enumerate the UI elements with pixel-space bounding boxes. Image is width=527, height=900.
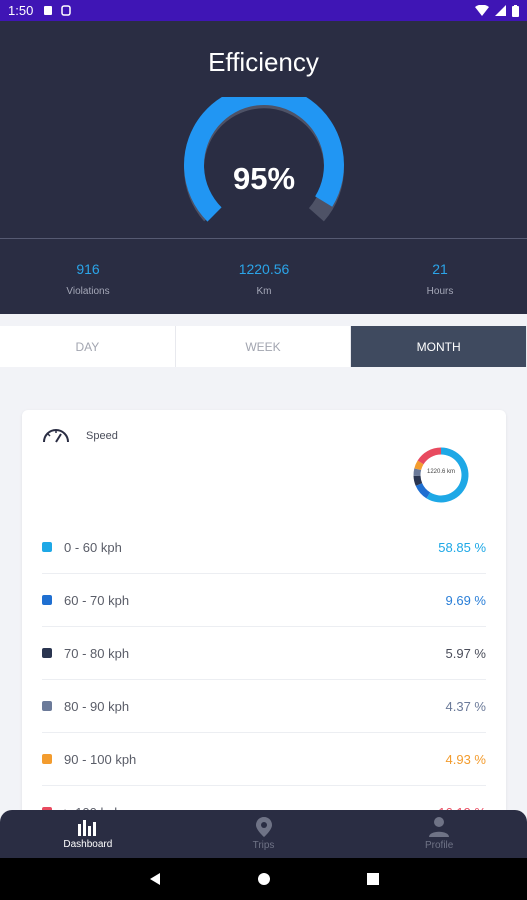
status-bar: 1:50 bbox=[0, 0, 527, 21]
stat-violations: 916 Violations bbox=[0, 261, 176, 297]
list-item: 90 - 100 kph 4.93 % bbox=[42, 733, 486, 786]
speed-range-label: 90 - 100 kph bbox=[64, 751, 137, 767]
speed-percentage: 9.69 % bbox=[445, 592, 486, 608]
tab-month[interactable]: MONTH bbox=[351, 326, 527, 367]
donut-segment bbox=[414, 460, 424, 471]
efficiency-title: Efficiency bbox=[208, 47, 319, 77]
hero-divider bbox=[0, 238, 527, 239]
speed-range-label: 70 - 80 kph bbox=[64, 645, 130, 661]
speed-card-title: Speed bbox=[86, 430, 118, 442]
nav-dashboard[interactable]: Dashboard bbox=[0, 810, 176, 858]
speed-list: 0 - 60 kph 58.85 % 60 - 70 kph 9.69 % 70… bbox=[42, 521, 486, 830]
speed-donut-chart bbox=[413, 447, 469, 503]
stat-value: 21 bbox=[432, 261, 448, 277]
donut-segment bbox=[426, 447, 469, 503]
donut-center-label: 1220.6 km bbox=[426, 469, 456, 475]
location-pin-icon bbox=[255, 817, 272, 837]
speed-range-label: 60 - 70 kph bbox=[64, 592, 130, 608]
speed-percentage: 58.85 % bbox=[438, 539, 486, 555]
legend-dot bbox=[42, 701, 52, 711]
nav-label: Dashboard bbox=[63, 839, 113, 850]
list-item: 70 - 80 kph 5.97 % bbox=[42, 627, 486, 680]
stat-value: 916 bbox=[76, 261, 100, 277]
efficiency-gauge bbox=[184, 97, 344, 222]
notification-icon bbox=[44, 6, 53, 15]
legend-dot bbox=[42, 542, 52, 552]
recents-icon[interactable] bbox=[366, 872, 380, 886]
list-item: 0 - 60 kph 58.85 % bbox=[42, 521, 486, 574]
stat-hours: 21 Hours bbox=[352, 261, 527, 297]
speed-card-header: Speed bbox=[42, 428, 118, 444]
bottom-navigation: Dashboard Trips Profile bbox=[0, 810, 527, 858]
speed-percentage: 5.97 % bbox=[445, 645, 486, 661]
efficiency-gauge-fill bbox=[184, 97, 344, 222]
back-icon[interactable] bbox=[148, 872, 162, 886]
list-item: 80 - 90 kph 4.37 % bbox=[42, 680, 486, 733]
nav-label: Profile bbox=[425, 840, 454, 851]
nav-profile[interactable]: Profile bbox=[351, 810, 527, 858]
donut-segment bbox=[413, 468, 422, 476]
speed-range-label: 80 - 90 kph bbox=[64, 698, 130, 714]
home-icon[interactable] bbox=[257, 872, 271, 886]
efficiency-value: 95% bbox=[232, 161, 296, 196]
system-navigation-bar bbox=[0, 858, 527, 900]
wifi-icon bbox=[475, 5, 489, 16]
stat-value: 1220.56 bbox=[238, 261, 290, 277]
speed-card: Speed 1220.6 km 0 - 60 kph 58.85 % 60 - … bbox=[22, 410, 506, 830]
legend-dot bbox=[42, 648, 52, 658]
speed-percentage: 4.37 % bbox=[445, 698, 486, 714]
period-tabs: DAY WEEK MONTH bbox=[0, 326, 527, 367]
person-icon bbox=[429, 817, 450, 837]
donut-segment bbox=[415, 482, 431, 499]
stat-label: Km bbox=[256, 286, 272, 297]
legend-dot bbox=[42, 754, 52, 764]
tab-day[interactable]: DAY bbox=[0, 326, 176, 367]
signal-icon bbox=[495, 5, 506, 16]
sim-icon bbox=[61, 5, 72, 16]
bar-chart-icon bbox=[77, 820, 96, 836]
list-item: 60 - 70 kph 9.69 % bbox=[42, 574, 486, 627]
efficiency-panel: Efficiency 95% 916 Violations 1220.56 Km… bbox=[0, 21, 527, 314]
speed-range-label: 0 - 60 kph bbox=[64, 539, 122, 555]
battery-icon bbox=[512, 4, 519, 17]
stat-km: 1220.56 Km bbox=[176, 261, 352, 297]
stat-label: Violations bbox=[66, 286, 110, 297]
speedometer-icon bbox=[43, 429, 69, 443]
nav-trips[interactable]: Trips bbox=[176, 810, 352, 858]
stat-label: Hours bbox=[426, 286, 454, 297]
legend-dot bbox=[42, 595, 52, 605]
speed-percentage: 4.93 % bbox=[445, 751, 486, 767]
donut-segment bbox=[417, 447, 442, 465]
status-time: 1:50 bbox=[8, 3, 34, 18]
donut-segment bbox=[413, 475, 423, 486]
nav-label: Trips bbox=[252, 840, 275, 851]
tab-week[interactable]: WEEK bbox=[175, 326, 352, 367]
